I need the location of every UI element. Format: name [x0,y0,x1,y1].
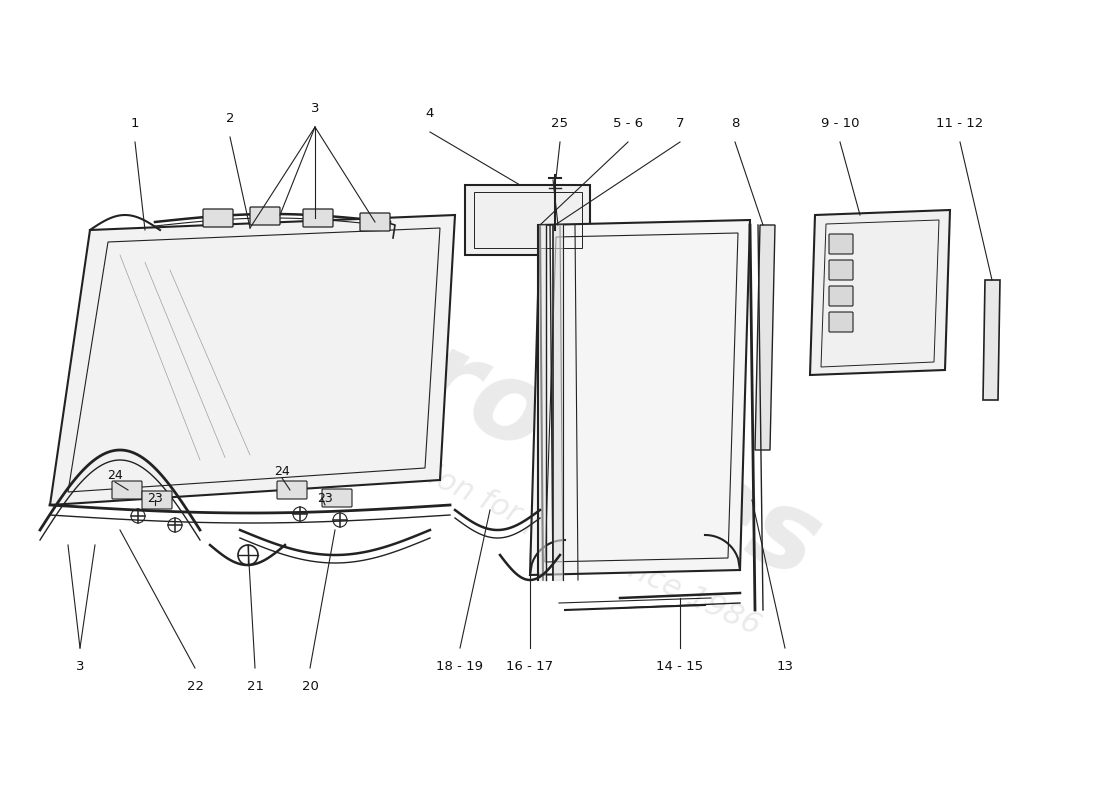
Text: 2: 2 [226,112,234,125]
FancyBboxPatch shape [829,234,852,254]
FancyBboxPatch shape [142,491,172,509]
Text: 22: 22 [187,680,204,693]
Text: 1: 1 [131,117,140,130]
FancyBboxPatch shape [277,481,307,499]
FancyBboxPatch shape [250,207,280,225]
Polygon shape [465,185,590,255]
Text: 23: 23 [317,492,333,505]
Text: 3: 3 [310,102,319,115]
Text: 23: 23 [147,492,163,505]
Text: 14 - 15: 14 - 15 [657,660,704,673]
Polygon shape [983,280,1000,400]
Text: 3: 3 [76,660,85,673]
FancyBboxPatch shape [112,481,142,499]
Polygon shape [50,215,455,505]
FancyBboxPatch shape [204,209,233,227]
Text: 24: 24 [107,469,123,482]
Text: 16 - 17: 16 - 17 [506,660,553,673]
FancyBboxPatch shape [829,260,852,280]
Polygon shape [530,220,750,575]
Text: 7: 7 [675,117,684,130]
Text: 8: 8 [730,117,739,130]
Text: eurof·ces: eurof·ces [263,258,837,602]
Polygon shape [810,210,950,375]
Text: 20: 20 [301,680,318,693]
FancyBboxPatch shape [829,286,852,306]
Text: 13: 13 [777,660,793,673]
Text: a passion for parts since 1986: a passion for parts since 1986 [336,419,764,641]
Polygon shape [755,225,775,450]
Text: 5 - 6: 5 - 6 [613,117,644,130]
Text: 21: 21 [246,680,264,693]
Text: 24: 24 [274,465,290,478]
Text: 18 - 19: 18 - 19 [437,660,484,673]
Text: 25: 25 [551,117,569,130]
Text: 4: 4 [426,107,434,120]
FancyBboxPatch shape [322,489,352,507]
FancyBboxPatch shape [829,312,852,332]
Text: 11 - 12: 11 - 12 [936,117,983,130]
Text: 9 - 10: 9 - 10 [821,117,859,130]
FancyBboxPatch shape [302,209,333,227]
FancyBboxPatch shape [360,213,390,231]
